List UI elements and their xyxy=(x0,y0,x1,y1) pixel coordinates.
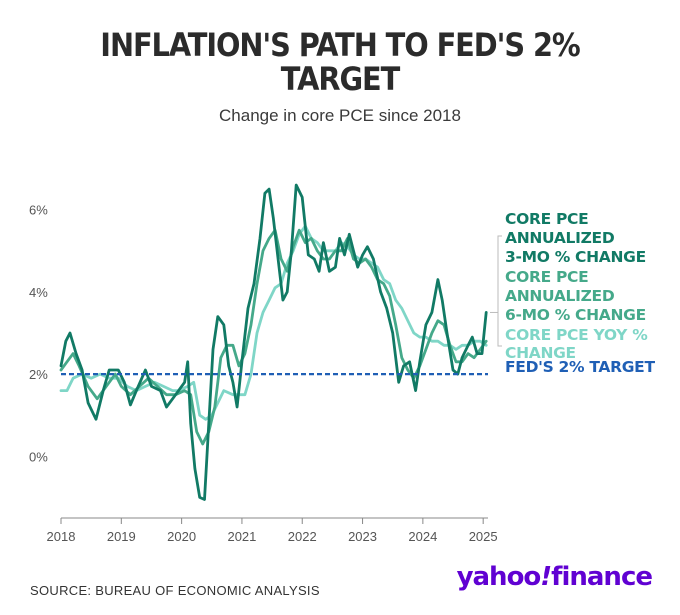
legend-label-six_mo: 6-MO % CHANGE xyxy=(505,306,646,324)
title-line-1: INFLATION'S PATH TO FED'S 2% xyxy=(100,26,580,64)
y-tick-label: 0% xyxy=(29,449,48,464)
y-tick-label: 4% xyxy=(29,285,48,300)
title-line-2: TARGET xyxy=(280,60,400,98)
legend-label-six_mo: CORE PCE xyxy=(505,268,588,286)
logo-finance: finance xyxy=(551,562,653,592)
chart-title: INFLATION'S PATH TO FED'S 2% TARGET xyxy=(34,28,646,96)
chart-subtitle: Change in core PCE since 2018 xyxy=(219,106,461,125)
logo-yahoo: yahoo xyxy=(456,562,542,592)
logo-exclamation: ! xyxy=(540,562,552,592)
legend-bracket xyxy=(497,235,502,347)
x-tick-label: 2022 xyxy=(288,529,317,544)
x-tick-label: 2019 xyxy=(107,529,136,544)
source-note: SOURCE: BUREAU OF ECONOMIC ANALYSIS xyxy=(30,583,320,598)
y-tick-label: 6% xyxy=(29,203,48,218)
legend-label-yoy: CHANGE xyxy=(505,344,576,362)
legend-label-target: FED'S 2% TARGET xyxy=(505,358,655,376)
x-tick-label: 2018 xyxy=(47,529,76,544)
legend-label-three_mo: 3-MO % CHANGE xyxy=(505,248,646,266)
x-tick-label: 2024 xyxy=(408,529,437,544)
x-tick-label: 2023 xyxy=(348,529,377,544)
series-line-three_mo xyxy=(59,183,488,501)
legend-label-six_mo: ANNUALIZED xyxy=(505,287,615,305)
x-tick-label: 2020 xyxy=(167,529,196,544)
legend-label-three_mo: ANNUALIZED xyxy=(505,229,615,247)
yahoo-finance-logo: yahoo!finance xyxy=(456,562,653,592)
x-tick-label: 2025 xyxy=(469,529,498,544)
legend-label-three_mo: CORE PCE xyxy=(505,210,588,228)
x-tick-label: 2021 xyxy=(227,529,256,544)
line-chart: 2018 2019 2020 2021 2022 2023 2024 2025 6% 4% 2% 0%… xyxy=(29,183,656,544)
y-tick-label: 2% xyxy=(29,367,48,382)
legend-label-yoy: CORE PCE YOY % xyxy=(505,326,648,344)
